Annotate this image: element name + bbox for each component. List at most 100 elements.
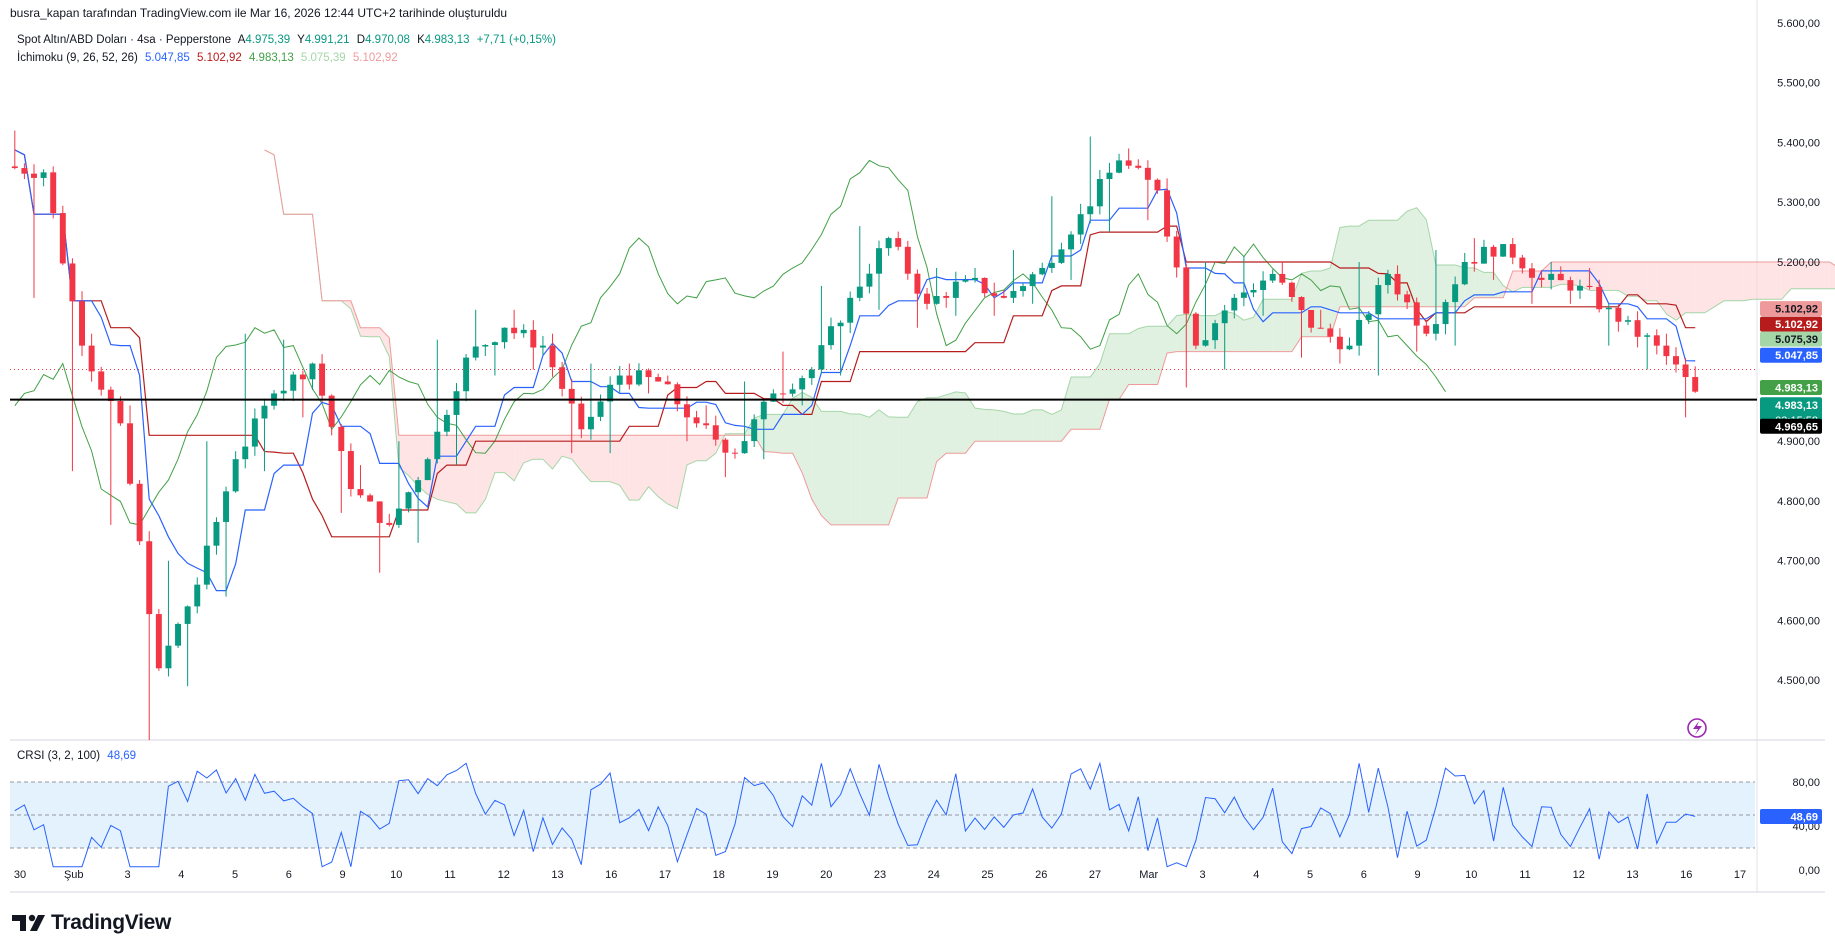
candle-body	[1394, 273, 1401, 295]
candle-body	[367, 495, 374, 502]
time-axis-label: 17	[659, 869, 671, 881]
candle-body	[11, 166, 18, 169]
cloud-segment	[936, 394, 947, 462]
cloud-segment	[1608, 261, 1619, 291]
candle-body	[1519, 257, 1526, 269]
cloud-segment	[533, 435, 543, 460]
candle-body	[1567, 280, 1574, 291]
cloud-segment	[1157, 326, 1168, 385]
cloud-segment	[1618, 261, 1628, 297]
candle-body	[184, 606, 191, 624]
candle-body	[415, 480, 422, 493]
price-label-box	[1760, 331, 1822, 347]
chikou-span-line	[14, 159, 1446, 526]
price-label-text: 4.969,65	[1775, 421, 1818, 433]
candle-body	[933, 295, 940, 304]
cloud-segment	[350, 300, 361, 337]
candle-body	[1231, 297, 1238, 311]
price-axis-tick-label: 4.600,00	[1777, 615, 1820, 627]
time-axis-label: 26	[1035, 869, 1047, 881]
time-axis-label: 6	[286, 869, 292, 881]
cloud-segment	[1128, 328, 1139, 385]
cloud-segment	[686, 435, 697, 465]
cloud-segment	[456, 435, 467, 513]
cloud-segment	[446, 435, 457, 504]
cloud-segment	[773, 414, 783, 454]
candle-body	[1365, 314, 1372, 320]
price-label-text: 4.983,13	[1775, 382, 1818, 394]
candle-body	[309, 363, 316, 380]
lightning-icon-ring	[1687, 718, 1707, 738]
symbol-legend[interactable]: Spot Altın/ABD Doları · 4sa · Pepperston…	[17, 34, 560, 46]
candle-body	[607, 384, 614, 402]
time-axis-label: 18	[713, 869, 725, 881]
candle-body	[376, 501, 383, 523]
time-axis-label: 13	[1626, 869, 1638, 881]
candle-body	[1288, 282, 1295, 298]
symbol-title[interactable]: Spot Altın/ABD Doları · 4sa · Pepperston…	[17, 34, 232, 46]
candle-body	[511, 327, 518, 334]
cloud-segment	[619, 435, 630, 501]
candle-body	[770, 393, 777, 402]
tradingview-logo-icon	[12, 914, 45, 931]
candle-body	[1144, 167, 1151, 180]
tradingview-logo[interactable]: TradingView	[12, 911, 171, 935]
ichimoku-value: 5.102,92	[196, 52, 242, 64]
ichimoku-cloud	[264, 149, 1835, 525]
candle-body	[79, 301, 85, 346]
candle-body	[683, 404, 690, 418]
crsi-legend[interactable]: CRSI (3, 2, 100) 48,69	[17, 750, 136, 762]
candle-body	[1020, 286, 1027, 291]
cloud-segment	[946, 391, 956, 454]
time-axis-label: 20	[820, 869, 832, 881]
ichimoku-label[interactable]: İchimoku (9, 26, 52, 26)	[17, 52, 138, 64]
candle-body	[530, 329, 537, 348]
cloud-segment	[1330, 227, 1340, 337]
ichimoku-legend[interactable]: İchimoku (9, 26, 52, 26) 5.047,85 5.102,…	[17, 52, 402, 64]
cloud-segment	[1147, 326, 1158, 385]
candle-body	[559, 367, 566, 389]
candle-body	[319, 363, 326, 396]
cloud-segment	[1483, 272, 1494, 298]
candles	[11, 130, 1699, 740]
candle-body	[1087, 206, 1094, 215]
candle-body	[1000, 295, 1007, 298]
candle-body	[1490, 246, 1497, 257]
crsi-label[interactable]: CRSI (3, 2, 100)	[17, 750, 101, 762]
cloud-segment	[629, 435, 639, 501]
cloud-segment	[994, 409, 1004, 442]
high-value: Y4.991,21	[297, 34, 350, 46]
time-axis-label: 11	[1519, 869, 1530, 881]
candle-body	[405, 492, 412, 509]
candle-body	[155, 614, 162, 669]
candle-body	[674, 384, 681, 405]
lightning-icon-bolt	[1693, 721, 1702, 735]
price-label-box	[1760, 301, 1822, 317]
cloud-segment	[1416, 207, 1427, 307]
candle-body	[722, 439, 729, 453]
candle-body	[655, 377, 662, 382]
candle-body	[463, 357, 470, 392]
candle-body	[1116, 160, 1123, 173]
candle-body	[1586, 285, 1593, 288]
candle-body	[539, 345, 546, 348]
candle-body	[21, 168, 28, 174]
cloud-segment	[1359, 220, 1369, 307]
cloud-segment	[1493, 272, 1504, 298]
candle-body	[194, 584, 201, 607]
cloud-segment	[706, 435, 716, 461]
time-axis-label: 27	[1089, 869, 1101, 881]
price-axis-tick-label: 4.900,00	[1777, 436, 1820, 448]
cloud-segment	[1320, 267, 1331, 337]
cloud-segment	[1762, 261, 1773, 300]
candle-body	[549, 345, 556, 368]
cloud-segment	[1599, 261, 1609, 291]
candle-body	[1068, 234, 1075, 250]
candle-body	[1480, 246, 1487, 264]
cloud-segment	[466, 435, 476, 513]
cloud-segment	[1752, 261, 1763, 300]
candle-body	[664, 381, 671, 385]
cloud-segment	[984, 409, 995, 442]
candle-body	[703, 423, 710, 426]
